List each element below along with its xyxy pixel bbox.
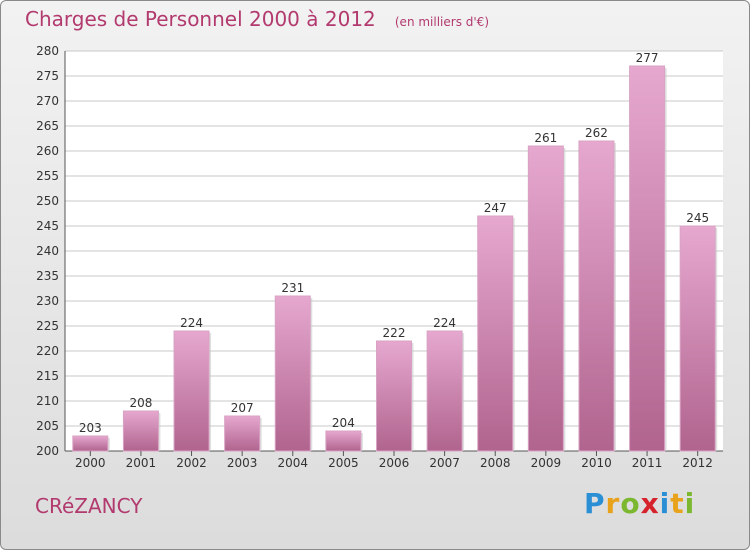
y-tick-label: 215 bbox=[36, 369, 59, 383]
proxiti-logo: Proxiti bbox=[584, 487, 695, 520]
bar-value-label: 224 bbox=[433, 316, 456, 330]
y-tick-label: 265 bbox=[36, 119, 59, 133]
y-tick-label: 235 bbox=[36, 269, 59, 283]
bar-value-label: 277 bbox=[636, 51, 659, 65]
x-tick-label: 2004 bbox=[277, 456, 308, 470]
x-tick-label: 2005 bbox=[328, 456, 359, 470]
logo-letter: i bbox=[659, 487, 671, 520]
bar-value-label: 208 bbox=[129, 396, 152, 410]
logo-letter: o bbox=[620, 487, 641, 520]
x-tick-label: 2000 bbox=[75, 456, 106, 470]
y-tick-label: 230 bbox=[36, 294, 59, 308]
bar-value-label: 224 bbox=[180, 316, 203, 330]
bar-value-label: 231 bbox=[281, 281, 304, 295]
y-tick-label: 250 bbox=[36, 194, 59, 208]
bar-value-label: 262 bbox=[585, 126, 608, 140]
y-tick-label: 240 bbox=[36, 244, 59, 258]
bar-value-label: 204 bbox=[332, 416, 355, 430]
logo-letter: P bbox=[584, 487, 606, 520]
x-tick-label: 2008 bbox=[480, 456, 511, 470]
bar bbox=[224, 415, 261, 452]
y-tick-label: 255 bbox=[36, 169, 59, 183]
x-tick-label: 2001 bbox=[126, 456, 157, 470]
y-tick-label: 280 bbox=[36, 44, 59, 58]
y-tick-label: 210 bbox=[36, 394, 59, 408]
logo-letter: r bbox=[605, 487, 621, 520]
y-tick-label: 245 bbox=[36, 219, 59, 233]
bar bbox=[173, 330, 210, 452]
bar-value-label: 203 bbox=[79, 421, 102, 435]
y-tick-label: 200 bbox=[36, 444, 59, 458]
x-tick-label: 2010 bbox=[581, 456, 612, 470]
bar-value-label: 222 bbox=[383, 326, 406, 340]
bar bbox=[477, 215, 514, 452]
y-tick-label: 275 bbox=[36, 69, 59, 83]
bar bbox=[376, 340, 412, 452]
bar-value-label: 247 bbox=[484, 201, 507, 215]
bar bbox=[679, 225, 716, 452]
title-row: Charges de Personnel 2000 à 2012 (en mil… bbox=[25, 7, 489, 31]
chart-title: Charges de Personnel 2000 à 2012 bbox=[25, 7, 376, 31]
x-tick-label: 2006 bbox=[379, 456, 410, 470]
bar-value-label: 261 bbox=[534, 131, 557, 145]
bar bbox=[274, 295, 311, 452]
x-tick-label: 2009 bbox=[531, 456, 562, 470]
logo-letter: x bbox=[640, 487, 660, 520]
bar bbox=[72, 435, 109, 452]
y-tick-label: 225 bbox=[36, 319, 59, 333]
logo-letter: i bbox=[684, 487, 696, 520]
bar bbox=[122, 410, 159, 452]
bar bbox=[325, 430, 362, 452]
logo-letter: t bbox=[670, 487, 685, 520]
y-tick-label: 205 bbox=[36, 419, 59, 433]
bar bbox=[426, 330, 463, 452]
x-tick-label: 2011 bbox=[632, 456, 663, 470]
y-tick-label: 260 bbox=[36, 144, 59, 158]
bar bbox=[629, 65, 666, 452]
y-tick-label: 220 bbox=[36, 344, 59, 358]
bar-value-label: 245 bbox=[686, 211, 709, 225]
chart-subtitle: (en milliers d'€) bbox=[394, 15, 489, 29]
y-tick-label: 270 bbox=[36, 94, 59, 108]
bar bbox=[527, 145, 564, 452]
x-tick-label: 2012 bbox=[682, 456, 713, 470]
bar-value-label: 207 bbox=[231, 401, 254, 415]
commune-name: CRéZANCY bbox=[35, 494, 143, 518]
x-tick-label: 2003 bbox=[227, 456, 258, 470]
x-tick-label: 2007 bbox=[429, 456, 460, 470]
bar bbox=[578, 140, 615, 452]
x-tick-label: 2002 bbox=[176, 456, 207, 470]
